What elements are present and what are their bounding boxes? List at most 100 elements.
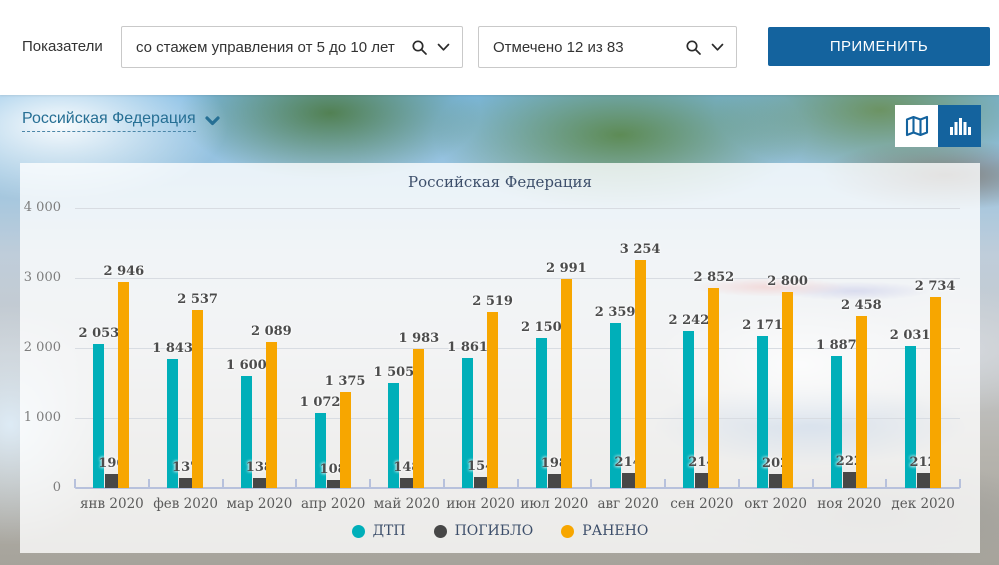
region-name: Российская Федерация bbox=[22, 110, 196, 132]
legend-label: ДТП bbox=[372, 523, 406, 539]
value-label: 1 375 bbox=[324, 373, 366, 389]
value-label: 1 600 bbox=[226, 358, 267, 373]
bar-дтп bbox=[167, 358, 179, 488]
chevron-down-icon bbox=[711, 43, 724, 51]
bar-ранено bbox=[782, 292, 794, 488]
legend-item-ранено[interactable]: РАНЕНО bbox=[561, 523, 648, 539]
map-view-button[interactable] bbox=[895, 105, 938, 147]
x-axis-tick bbox=[221, 479, 224, 488]
filters-header: Показатели со стажем управления от 5 до … bbox=[0, 0, 999, 95]
y-axis-label: 2 000 bbox=[23, 340, 61, 355]
x-axis-tick bbox=[516, 479, 519, 488]
bar-дтп bbox=[535, 337, 547, 488]
value-label: 2 458 bbox=[841, 297, 882, 313]
value-label: 2 031 bbox=[889, 327, 931, 343]
bar-ранено bbox=[560, 278, 572, 488]
value-label: 2 800 bbox=[767, 274, 808, 289]
legend-label: РАНЕНО bbox=[582, 523, 649, 539]
value-label: 2 150 bbox=[521, 319, 562, 335]
search-icon bbox=[686, 39, 701, 55]
value-label: 2 359 bbox=[594, 304, 636, 320]
y-axis-label: 4 000 bbox=[23, 200, 61, 215]
gridline bbox=[75, 208, 960, 209]
x-axis-label: мар 2020 bbox=[226, 496, 293, 512]
bar-погибло bbox=[326, 480, 340, 488]
value-label: 2 171 bbox=[742, 318, 783, 334]
apply-button[interactable]: ПРИМЕНИТЬ bbox=[768, 27, 990, 66]
chart-title: Российская Федерация bbox=[408, 173, 592, 191]
indicators-label: Показатели bbox=[22, 38, 103, 55]
value-label: 2 089 bbox=[251, 323, 292, 339]
x-axis-label: сен 2020 bbox=[670, 496, 734, 512]
y-axis-label: 1 000 bbox=[23, 410, 61, 425]
x-axis-tick bbox=[147, 479, 150, 488]
bar-chart-icon bbox=[949, 118, 971, 135]
x-axis-tick bbox=[295, 479, 298, 488]
bar-ранено bbox=[413, 349, 425, 488]
gridline bbox=[75, 418, 960, 419]
legend-item-погибло[interactable]: ПОГИБЛО bbox=[433, 523, 534, 539]
bar-погибло bbox=[916, 473, 930, 488]
x-axis-tick bbox=[74, 479, 76, 488]
x-axis-tick bbox=[811, 479, 814, 488]
legend-dot bbox=[561, 524, 575, 538]
value-label: 2 519 bbox=[472, 293, 513, 309]
y-axis-label: 0 bbox=[52, 480, 61, 495]
bar-дтп bbox=[388, 382, 400, 488]
view-toggle bbox=[895, 105, 981, 147]
x-axis-line bbox=[75, 487, 960, 489]
region-row: Российская Федерация bbox=[0, 95, 999, 163]
x-axis-tick bbox=[959, 479, 961, 488]
value-label: 1 072 bbox=[299, 394, 341, 410]
bar-погибло bbox=[252, 478, 266, 488]
x-axis-label: фев 2020 bbox=[153, 496, 219, 512]
bar-ранено bbox=[855, 315, 867, 488]
x-axis-label: окт 2020 bbox=[744, 496, 807, 512]
x-axis-label: янв 2020 bbox=[79, 496, 144, 512]
bar-ранено bbox=[708, 288, 720, 488]
gridline bbox=[75, 348, 960, 349]
value-label: 1 505 bbox=[373, 364, 415, 380]
value-label: 2 242 bbox=[668, 313, 710, 329]
bar-погибло bbox=[621, 473, 635, 488]
chevron-down-icon bbox=[205, 116, 220, 126]
bar-дтп bbox=[609, 322, 621, 488]
region-selector[interactable]: Российская Федерация bbox=[22, 110, 220, 132]
chart-legend: ДТП ПОГИБЛО РАНЕНО bbox=[20, 523, 980, 539]
value-label: 2 734 bbox=[914, 278, 956, 294]
chevron-down-icon bbox=[437, 43, 450, 51]
checked-items-dropdown[interactable]: Отмечено 12 из 83 bbox=[478, 26, 737, 68]
value-label: 1 843 bbox=[152, 340, 193, 356]
bar-погибло bbox=[105, 474, 119, 488]
value-label: 2 053 bbox=[78, 326, 120, 342]
bar-погибло bbox=[179, 478, 193, 488]
x-axis-tick bbox=[369, 479, 371, 488]
indicator-filter-value: со стажем управления от 5 до 10 лет bbox=[136, 38, 395, 56]
bar-дтп bbox=[830, 355, 842, 488]
x-axis-tick bbox=[442, 479, 445, 488]
legend-dot bbox=[433, 524, 447, 538]
bar-ранено bbox=[192, 310, 204, 488]
value-label: 1 887 bbox=[816, 337, 857, 353]
bar-дтп bbox=[904, 345, 916, 488]
bar-погибло bbox=[474, 477, 488, 488]
x-axis-label: июл 2020 bbox=[520, 496, 589, 512]
legend-item-дтп[interactable]: ДТП bbox=[351, 523, 406, 539]
indicator-filter-dropdown[interactable]: со стажем управления от 5 до 10 лет bbox=[121, 26, 463, 68]
bar-погибло bbox=[547, 474, 561, 488]
bar-дтп bbox=[93, 344, 105, 488]
bar-погибло bbox=[842, 472, 856, 488]
search-icon bbox=[412, 39, 427, 55]
chart-view-button[interactable] bbox=[938, 105, 981, 147]
x-axis-tick bbox=[664, 479, 666, 488]
y-axis-label: 3 000 bbox=[23, 270, 61, 285]
chart-panel: Российская Федерация 0 1 000 2 000 3 000 4 0… bbox=[20, 163, 980, 553]
legend-label: ПОГИБЛО bbox=[454, 523, 534, 539]
value-label: 2 946 bbox=[103, 263, 145, 279]
bar-погибло bbox=[769, 473, 783, 488]
bar-дтп bbox=[683, 331, 695, 488]
bar-ранено bbox=[265, 341, 277, 488]
x-axis-tick bbox=[737, 479, 740, 488]
x-axis-label: дек 2020 bbox=[891, 496, 955, 512]
